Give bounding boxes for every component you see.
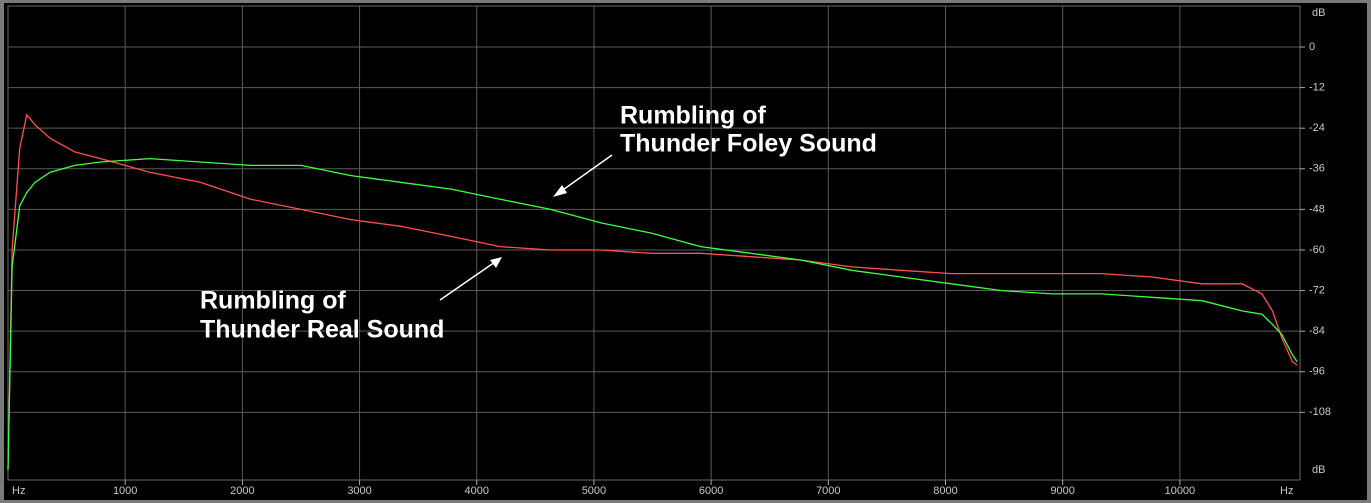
x-tick-label: 5000: [582, 485, 606, 497]
y-tick-label: 0: [1309, 41, 1315, 53]
x-tick-label: 10000: [1165, 485, 1196, 497]
x-tick-label: 9000: [1050, 485, 1074, 497]
x-tick-label: 2000: [230, 485, 254, 497]
x-axis-label: Hz: [12, 485, 25, 497]
y-tick-label: -96: [1309, 366, 1325, 378]
annotation: Rumbling of: [200, 287, 346, 315]
arrowhead: [553, 185, 567, 197]
y-tick-label: -48: [1309, 203, 1325, 215]
y-tick-label: -72: [1309, 284, 1325, 296]
x-tick-label: 6000: [699, 485, 723, 497]
x-tick-label: 7000: [816, 485, 840, 497]
y-axis-label: dB: [1312, 7, 1325, 19]
y-tick-label: -24: [1309, 122, 1325, 134]
x-tick-label: 8000: [933, 485, 957, 497]
y-axis-label: dB: [1312, 464, 1325, 476]
y-tick-label: -12: [1309, 81, 1325, 93]
arrow: [439, 261, 496, 301]
x-tick-label: 4000: [465, 485, 489, 497]
plot-area: [7, 5, 1301, 481]
y-tick-label: -108: [1309, 406, 1331, 418]
y-tick-label: -36: [1309, 163, 1325, 175]
x-tick-label: 1000: [113, 485, 137, 497]
annotation: Rumbling of: [620, 102, 766, 130]
annotation: Thunder Real Sound: [200, 316, 444, 344]
annotation: Thunder Foley Sound: [620, 130, 877, 158]
arrowhead: [490, 257, 502, 268]
arrow: [559, 154, 613, 193]
series-line: [7, 157, 1298, 470]
x-tick-label: 3000: [347, 485, 371, 497]
y-tick-label: -60: [1309, 244, 1325, 256]
series-line: [7, 113, 1298, 470]
x-axis-label: Hz: [1280, 485, 1293, 497]
y-tick-label: -84: [1309, 325, 1325, 337]
